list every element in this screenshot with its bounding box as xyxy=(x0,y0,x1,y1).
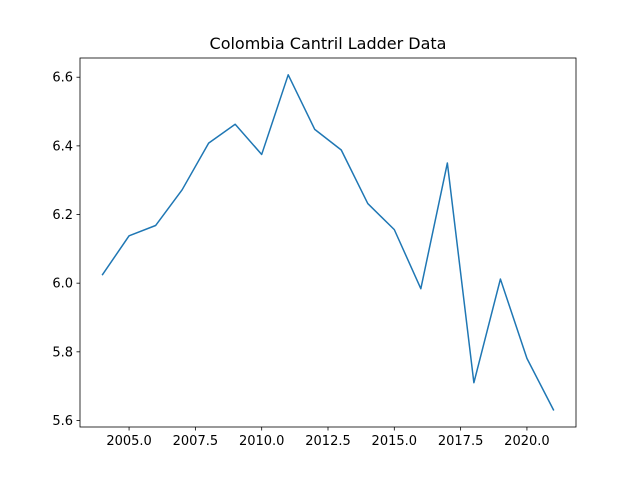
y-tick-label: 6.0 xyxy=(52,277,73,292)
x-tick-label: 2005.0 xyxy=(106,434,152,449)
y-tick-label: 5.8 xyxy=(52,345,73,360)
y-tick-label: 6.6 xyxy=(52,71,73,86)
x-tick-label: 2015.0 xyxy=(372,434,418,449)
y-tick-label: 6.2 xyxy=(52,208,73,223)
y-tick-label: 6.4 xyxy=(52,139,73,154)
chart-title: Colombia Cantril Ladder Data xyxy=(210,34,447,53)
ticks-layer: 2005.0 2007.5 2010.0 2012.5 2015.0 2017.5 2020… xyxy=(52,71,549,449)
series-line xyxy=(101,74,555,411)
x-tick-label: 2020.0 xyxy=(504,434,550,449)
x-tick-label: 2010.0 xyxy=(239,434,285,449)
x-tick-label: 2012.5 xyxy=(305,434,351,449)
plot-frame xyxy=(79,57,577,428)
x-tick-label: 2017.5 xyxy=(438,434,484,449)
y-tick-label: 5.6 xyxy=(52,414,73,429)
x-tick-label: 2007.5 xyxy=(173,434,219,449)
